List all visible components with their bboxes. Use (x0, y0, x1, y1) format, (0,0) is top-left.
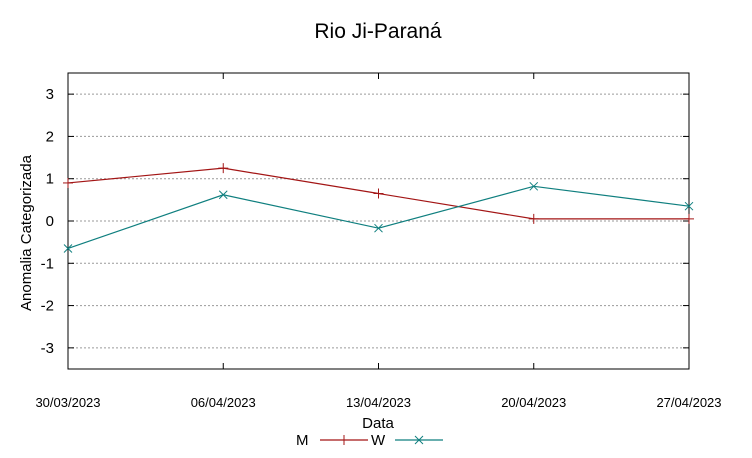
data-point-w (684, 201, 694, 211)
legend-marker-m (339, 435, 349, 445)
y-tick-label: 0 (46, 213, 54, 230)
y-tick-label: -2 (41, 298, 54, 315)
y-tick-label: 1 (46, 171, 54, 188)
data-point-w (63, 244, 73, 253)
y-axis: 3 2 1 0 -1 -2 -3 (41, 86, 689, 357)
y-tick-label: -3 (41, 340, 54, 357)
legend-item-w: W (371, 432, 443, 449)
y-axis-label: Anomalia Categorizada (18, 154, 35, 311)
x-tick-label: 30/03/2023 (35, 395, 100, 410)
x-axis-label: Data (362, 415, 394, 432)
legend-item-m: M (296, 432, 368, 449)
data-point-m (63, 177, 73, 188)
data-point-w (529, 181, 539, 191)
x-tick-label: 13/04/2023 (346, 395, 411, 410)
y-tick-label: 2 (46, 128, 54, 145)
legend-marker-w (414, 435, 424, 445)
x-tick-label: 06/04/2023 (191, 395, 256, 410)
data-point-m (373, 188, 384, 199)
y-tick-label: -1 (41, 255, 54, 272)
x-tick-label: 20/04/2023 (501, 395, 566, 410)
data-point-w (218, 190, 228, 200)
legend-label: M (296, 432, 309, 449)
y-tick-label: 3 (46, 86, 54, 103)
x-tick-label: 27/04/2023 (656, 395, 721, 410)
series-layer (63, 163, 694, 253)
data-point-m (528, 213, 539, 224)
data-point-m (684, 213, 694, 224)
chart-title: Rio Ji-Paraná (314, 20, 442, 43)
legend-label: W (371, 432, 386, 449)
x-axis: 30/03/2023 06/04/2023 13/04/2023 20/04/2023… (35, 73, 722, 410)
grid-lines (68, 93, 689, 349)
data-point-w (374, 223, 383, 233)
data-point-m (218, 163, 229, 174)
